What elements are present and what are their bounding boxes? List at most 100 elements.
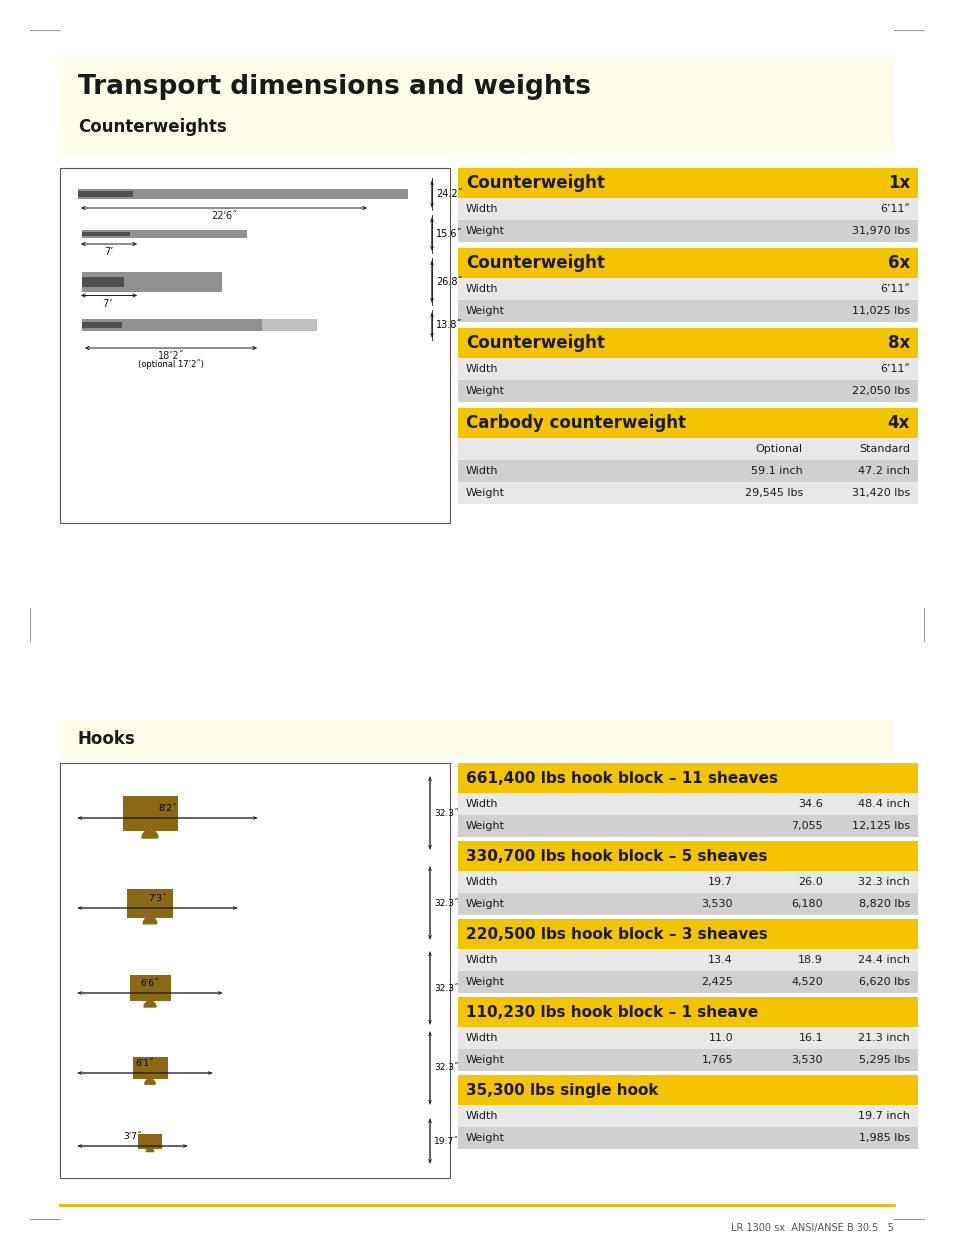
Text: 6’11ʺ: 6’11ʺ xyxy=(880,363,909,373)
Bar xyxy=(82,271,222,291)
Text: 48.4 inch: 48.4 inch xyxy=(857,799,909,809)
Bar xyxy=(457,841,917,871)
Text: 26.8˝: 26.8˝ xyxy=(436,276,462,286)
Bar xyxy=(457,482,917,505)
Bar xyxy=(457,438,917,460)
Text: 22'6˝: 22'6˝ xyxy=(211,211,236,221)
Bar xyxy=(82,230,247,239)
Polygon shape xyxy=(142,831,158,838)
Text: 1,985 lbs: 1,985 lbs xyxy=(858,1133,909,1143)
Text: 6,620 lbs: 6,620 lbs xyxy=(858,977,909,987)
Text: 26.0: 26.0 xyxy=(798,877,822,887)
Text: 24.2˝: 24.2˝ xyxy=(436,189,462,199)
Text: 7’: 7’ xyxy=(104,247,113,257)
Bar xyxy=(457,871,917,893)
Polygon shape xyxy=(143,917,156,924)
Text: 6’11ʺ: 6’11ʺ xyxy=(880,204,909,214)
Text: 32.3˝: 32.3˝ xyxy=(434,898,458,908)
Text: 18.9: 18.9 xyxy=(798,955,822,965)
Text: 7’: 7’ xyxy=(103,299,115,309)
Text: Counterweight: Counterweight xyxy=(465,333,604,352)
Text: Width: Width xyxy=(465,1033,498,1043)
Text: 6x: 6x xyxy=(887,254,909,272)
Bar xyxy=(457,408,917,438)
Text: 29,545 lbs: 29,545 lbs xyxy=(744,488,802,498)
Text: Hooks: Hooks xyxy=(78,729,135,748)
Text: Weight: Weight xyxy=(465,899,504,909)
Text: 4x: 4x xyxy=(886,413,909,432)
Text: 32.3˝: 32.3˝ xyxy=(434,808,458,818)
Text: Counterweight: Counterweight xyxy=(465,174,604,192)
Text: 35,300 lbs single hook: 35,300 lbs single hook xyxy=(465,1083,658,1098)
Text: 19.7: 19.7 xyxy=(707,877,732,887)
Text: 12,125 lbs: 12,125 lbs xyxy=(851,821,909,831)
Text: (optional 17’2˝): (optional 17’2˝) xyxy=(138,358,204,368)
Bar xyxy=(82,276,124,286)
Text: 8x: 8x xyxy=(887,333,909,352)
Bar xyxy=(60,169,450,523)
Text: Weight: Weight xyxy=(465,306,504,316)
Bar xyxy=(457,1075,917,1105)
Text: 330,700 lbs hook block – 5 sheaves: 330,700 lbs hook block – 5 sheaves xyxy=(465,848,767,863)
Text: 3'7˝: 3'7˝ xyxy=(123,1132,142,1142)
Text: 31,420 lbs: 31,420 lbs xyxy=(851,488,909,498)
Text: Counterweight: Counterweight xyxy=(465,254,604,272)
Bar xyxy=(78,189,408,199)
Bar xyxy=(82,318,316,331)
Text: 11,025 lbs: 11,025 lbs xyxy=(851,306,909,316)
Text: 110,230 lbs hook block – 1 sheave: 110,230 lbs hook block – 1 sheave xyxy=(465,1004,758,1019)
Bar xyxy=(127,889,172,918)
Text: 1x: 1x xyxy=(887,174,909,192)
Text: 661,400 lbs hook block – 11 sheaves: 661,400 lbs hook block – 11 sheaves xyxy=(465,771,778,786)
Bar xyxy=(457,1105,917,1127)
Bar xyxy=(82,232,130,236)
Text: Width: Width xyxy=(465,466,498,476)
Text: 3,530: 3,530 xyxy=(700,899,732,909)
Polygon shape xyxy=(146,1148,153,1152)
Polygon shape xyxy=(144,1000,156,1007)
Text: 7,055: 7,055 xyxy=(791,821,822,831)
Text: Weight: Weight xyxy=(465,226,504,236)
Text: 2,425: 2,425 xyxy=(700,977,732,987)
Bar xyxy=(60,719,893,758)
Text: Optional: Optional xyxy=(755,443,802,453)
Text: Width: Width xyxy=(465,284,498,294)
Bar xyxy=(82,322,122,328)
Bar xyxy=(457,358,917,380)
Bar xyxy=(457,199,917,220)
Bar xyxy=(457,893,917,916)
Bar xyxy=(457,328,917,358)
Bar xyxy=(138,1134,162,1149)
Bar xyxy=(457,816,917,837)
Text: 59.1 inch: 59.1 inch xyxy=(750,466,802,476)
Bar xyxy=(457,380,917,402)
Text: 24.4 inch: 24.4 inch xyxy=(857,955,909,965)
Bar xyxy=(130,975,171,1000)
Text: Weight: Weight xyxy=(465,386,504,396)
Text: 16.1: 16.1 xyxy=(798,1033,822,1043)
Text: 19.7 inch: 19.7 inch xyxy=(858,1112,909,1122)
Bar xyxy=(132,1057,168,1079)
Bar xyxy=(457,1127,917,1149)
Text: 15.6˝: 15.6˝ xyxy=(436,229,462,239)
Bar xyxy=(457,169,917,199)
Text: 32.3˝: 32.3˝ xyxy=(434,1063,458,1073)
Text: 3,530: 3,530 xyxy=(791,1055,822,1065)
Text: 5,295 lbs: 5,295 lbs xyxy=(858,1055,909,1065)
Bar xyxy=(457,1027,917,1049)
Text: 8'2˝: 8'2˝ xyxy=(158,804,176,813)
Bar xyxy=(123,796,178,831)
Bar xyxy=(457,279,917,300)
Text: Transport dimensions and weights: Transport dimensions and weights xyxy=(78,74,590,100)
Bar xyxy=(60,763,450,1178)
Bar xyxy=(60,55,893,155)
Text: 21.3 inch: 21.3 inch xyxy=(858,1033,909,1043)
Text: 22,050 lbs: 22,050 lbs xyxy=(851,386,909,396)
Text: Weight: Weight xyxy=(465,1055,504,1065)
Text: 32.3˝: 32.3˝ xyxy=(434,983,458,993)
Text: Weight: Weight xyxy=(465,977,504,987)
Text: Weight: Weight xyxy=(465,1133,504,1143)
Bar xyxy=(457,949,917,970)
Text: 7'3˝: 7'3˝ xyxy=(148,894,167,903)
Text: 11.0: 11.0 xyxy=(708,1033,732,1043)
